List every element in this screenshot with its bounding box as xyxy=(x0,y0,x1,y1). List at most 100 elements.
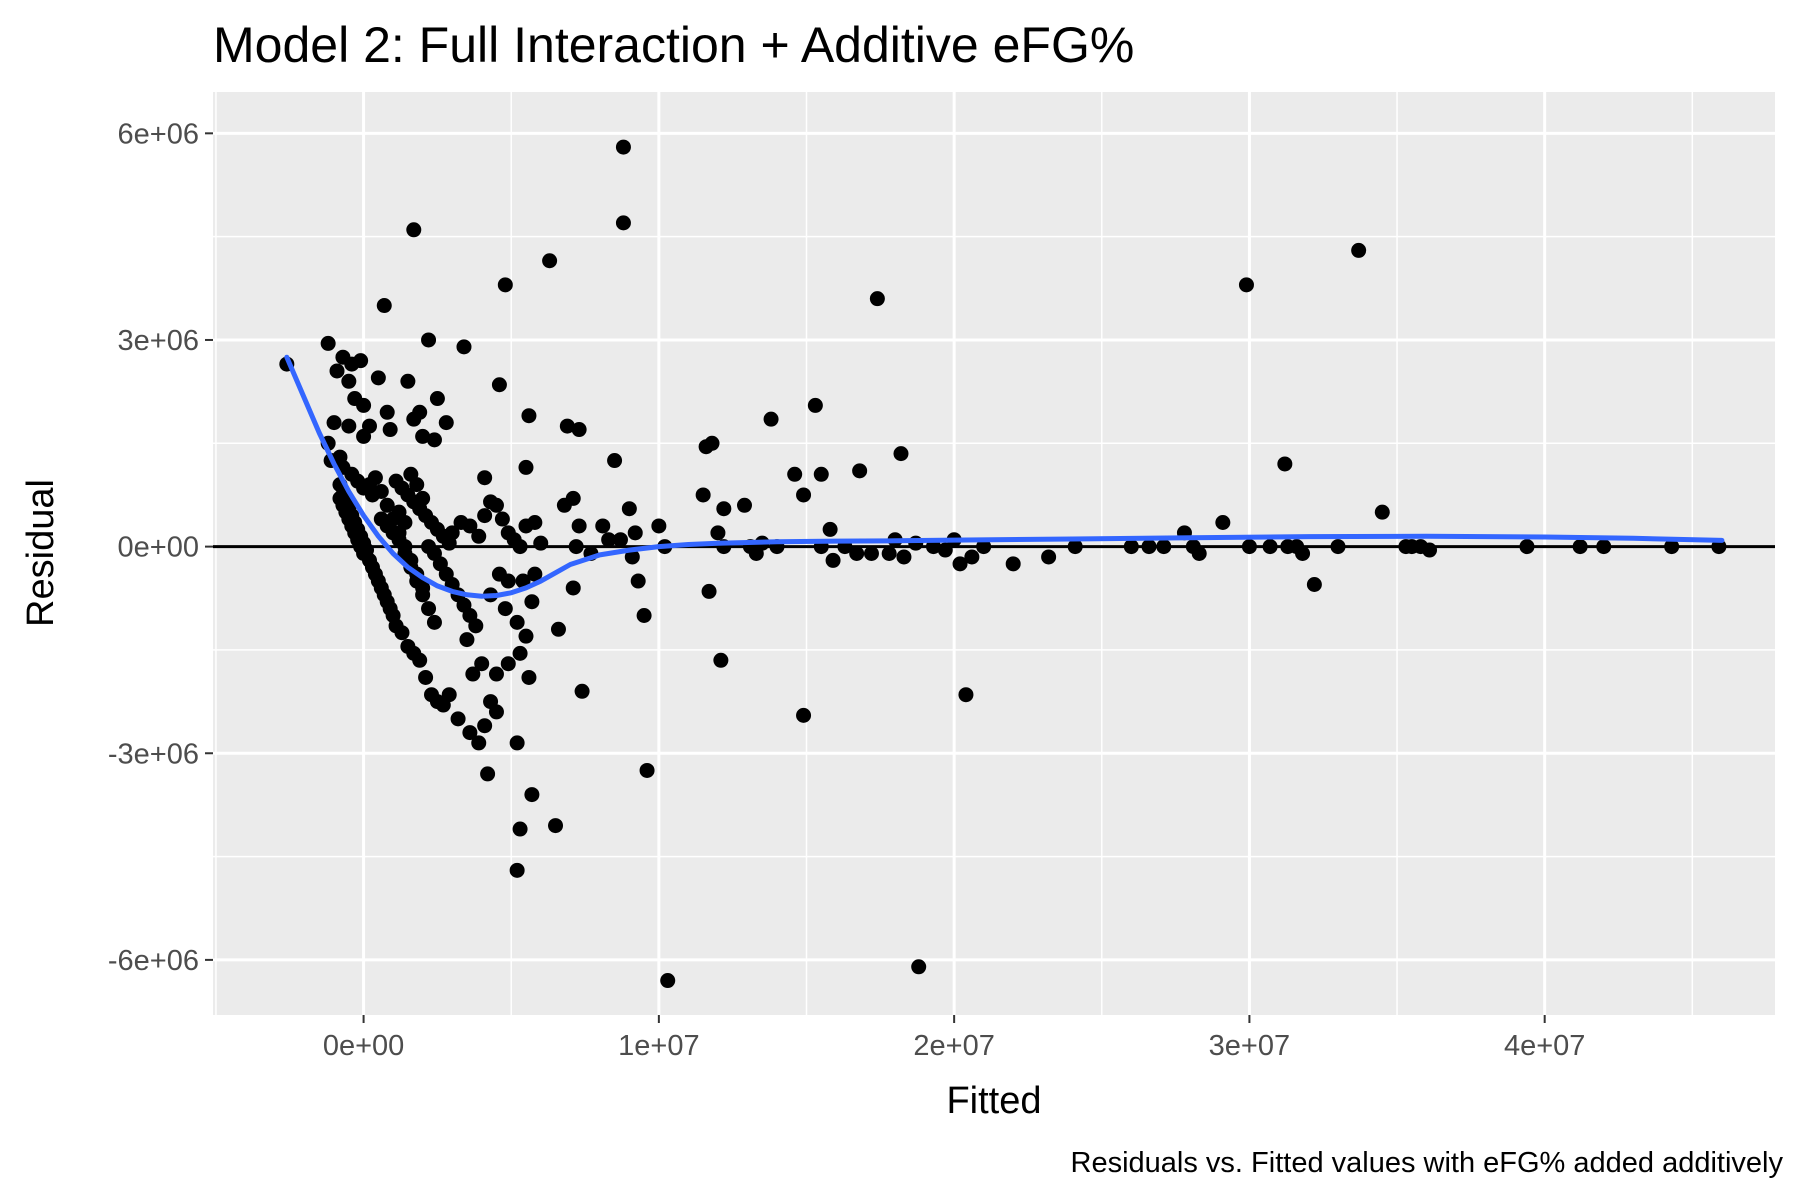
data-point xyxy=(524,594,540,610)
data-point xyxy=(429,391,445,407)
data-point xyxy=(822,521,838,537)
data-point xyxy=(651,518,667,534)
data-point xyxy=(356,397,372,413)
residual-points xyxy=(279,139,1727,989)
data-point xyxy=(1141,539,1157,555)
data-point xyxy=(704,435,720,451)
data-point xyxy=(1351,242,1367,258)
data-point xyxy=(1277,456,1293,472)
data-point xyxy=(329,363,345,379)
data-point xyxy=(1664,539,1680,555)
data-point xyxy=(869,291,885,307)
data-point xyxy=(908,535,924,551)
data-point xyxy=(471,735,487,751)
data-point xyxy=(474,656,490,672)
data-point xyxy=(533,535,549,551)
data-point xyxy=(565,580,581,596)
data-point xyxy=(813,466,829,482)
x-tick-label: 4e+07 xyxy=(1504,1030,1585,1062)
data-point xyxy=(376,298,392,314)
data-point xyxy=(763,411,779,427)
data-point xyxy=(710,525,726,541)
data-point xyxy=(415,428,431,444)
x-tick-label: 1e+07 xyxy=(618,1030,699,1062)
data-point xyxy=(418,669,434,685)
data-point xyxy=(612,532,628,548)
y-tick-label: 6e+06 xyxy=(118,118,199,150)
data-point xyxy=(1005,556,1021,572)
data-point xyxy=(1241,539,1257,555)
data-point xyxy=(341,373,357,389)
data-point xyxy=(512,539,528,555)
data-point xyxy=(521,408,537,424)
data-point xyxy=(412,404,428,420)
data-point xyxy=(426,614,442,630)
data-point xyxy=(488,704,504,720)
data-point xyxy=(524,787,540,803)
data-point xyxy=(639,762,655,778)
data-point xyxy=(624,549,640,565)
data-point xyxy=(559,418,575,434)
data-point xyxy=(736,497,752,513)
minor-grid xyxy=(213,92,1775,1015)
data-point xyxy=(1215,515,1231,531)
data-point xyxy=(881,546,897,561)
data-point xyxy=(1067,539,1083,555)
data-point xyxy=(852,463,868,479)
data-point xyxy=(521,669,537,685)
data-point xyxy=(701,583,717,599)
data-point xyxy=(636,607,652,623)
data-point xyxy=(512,821,528,837)
data-point xyxy=(465,666,481,682)
data-point xyxy=(509,614,525,630)
data-point xyxy=(1041,549,1057,565)
data-point xyxy=(459,632,475,648)
data-point xyxy=(415,490,431,506)
data-point xyxy=(807,397,823,413)
data-point xyxy=(477,508,493,524)
data-point xyxy=(695,487,711,503)
data-point xyxy=(964,549,980,565)
data-point xyxy=(716,501,732,517)
data-point xyxy=(353,353,369,369)
data-point xyxy=(488,666,504,682)
data-point xyxy=(444,525,460,541)
data-point xyxy=(615,215,631,231)
data-point xyxy=(1238,277,1254,293)
data-point xyxy=(958,687,974,703)
data-point xyxy=(1262,539,1278,555)
data-point xyxy=(488,497,504,513)
data-point xyxy=(518,459,534,475)
data-point xyxy=(406,222,422,238)
x-tick-label: 2e+07 xyxy=(913,1030,994,1062)
data-point xyxy=(825,552,841,568)
data-point xyxy=(512,645,528,661)
data-point xyxy=(571,518,587,534)
data-point xyxy=(494,511,510,527)
data-point xyxy=(497,601,513,617)
data-point xyxy=(367,470,383,486)
data-point xyxy=(630,573,646,589)
data-point xyxy=(361,418,377,434)
data-point xyxy=(548,818,564,834)
data-point xyxy=(397,546,413,561)
data-point xyxy=(518,628,534,644)
data-point xyxy=(421,601,437,617)
data-point xyxy=(341,418,357,434)
data-point xyxy=(896,549,912,565)
data-point xyxy=(571,422,587,438)
data-point xyxy=(627,525,643,541)
data-point xyxy=(1191,546,1207,561)
data-point xyxy=(468,618,484,634)
data-point xyxy=(615,139,631,155)
y-tick-label: 3e+06 xyxy=(118,325,199,357)
data-point xyxy=(500,656,516,672)
data-point xyxy=(796,707,812,723)
data-point xyxy=(1330,539,1346,555)
data-point xyxy=(415,587,431,603)
data-point xyxy=(607,453,623,469)
data-point xyxy=(1295,546,1311,561)
data-point xyxy=(1572,539,1588,555)
data-point xyxy=(509,862,525,878)
data-point xyxy=(477,718,493,734)
